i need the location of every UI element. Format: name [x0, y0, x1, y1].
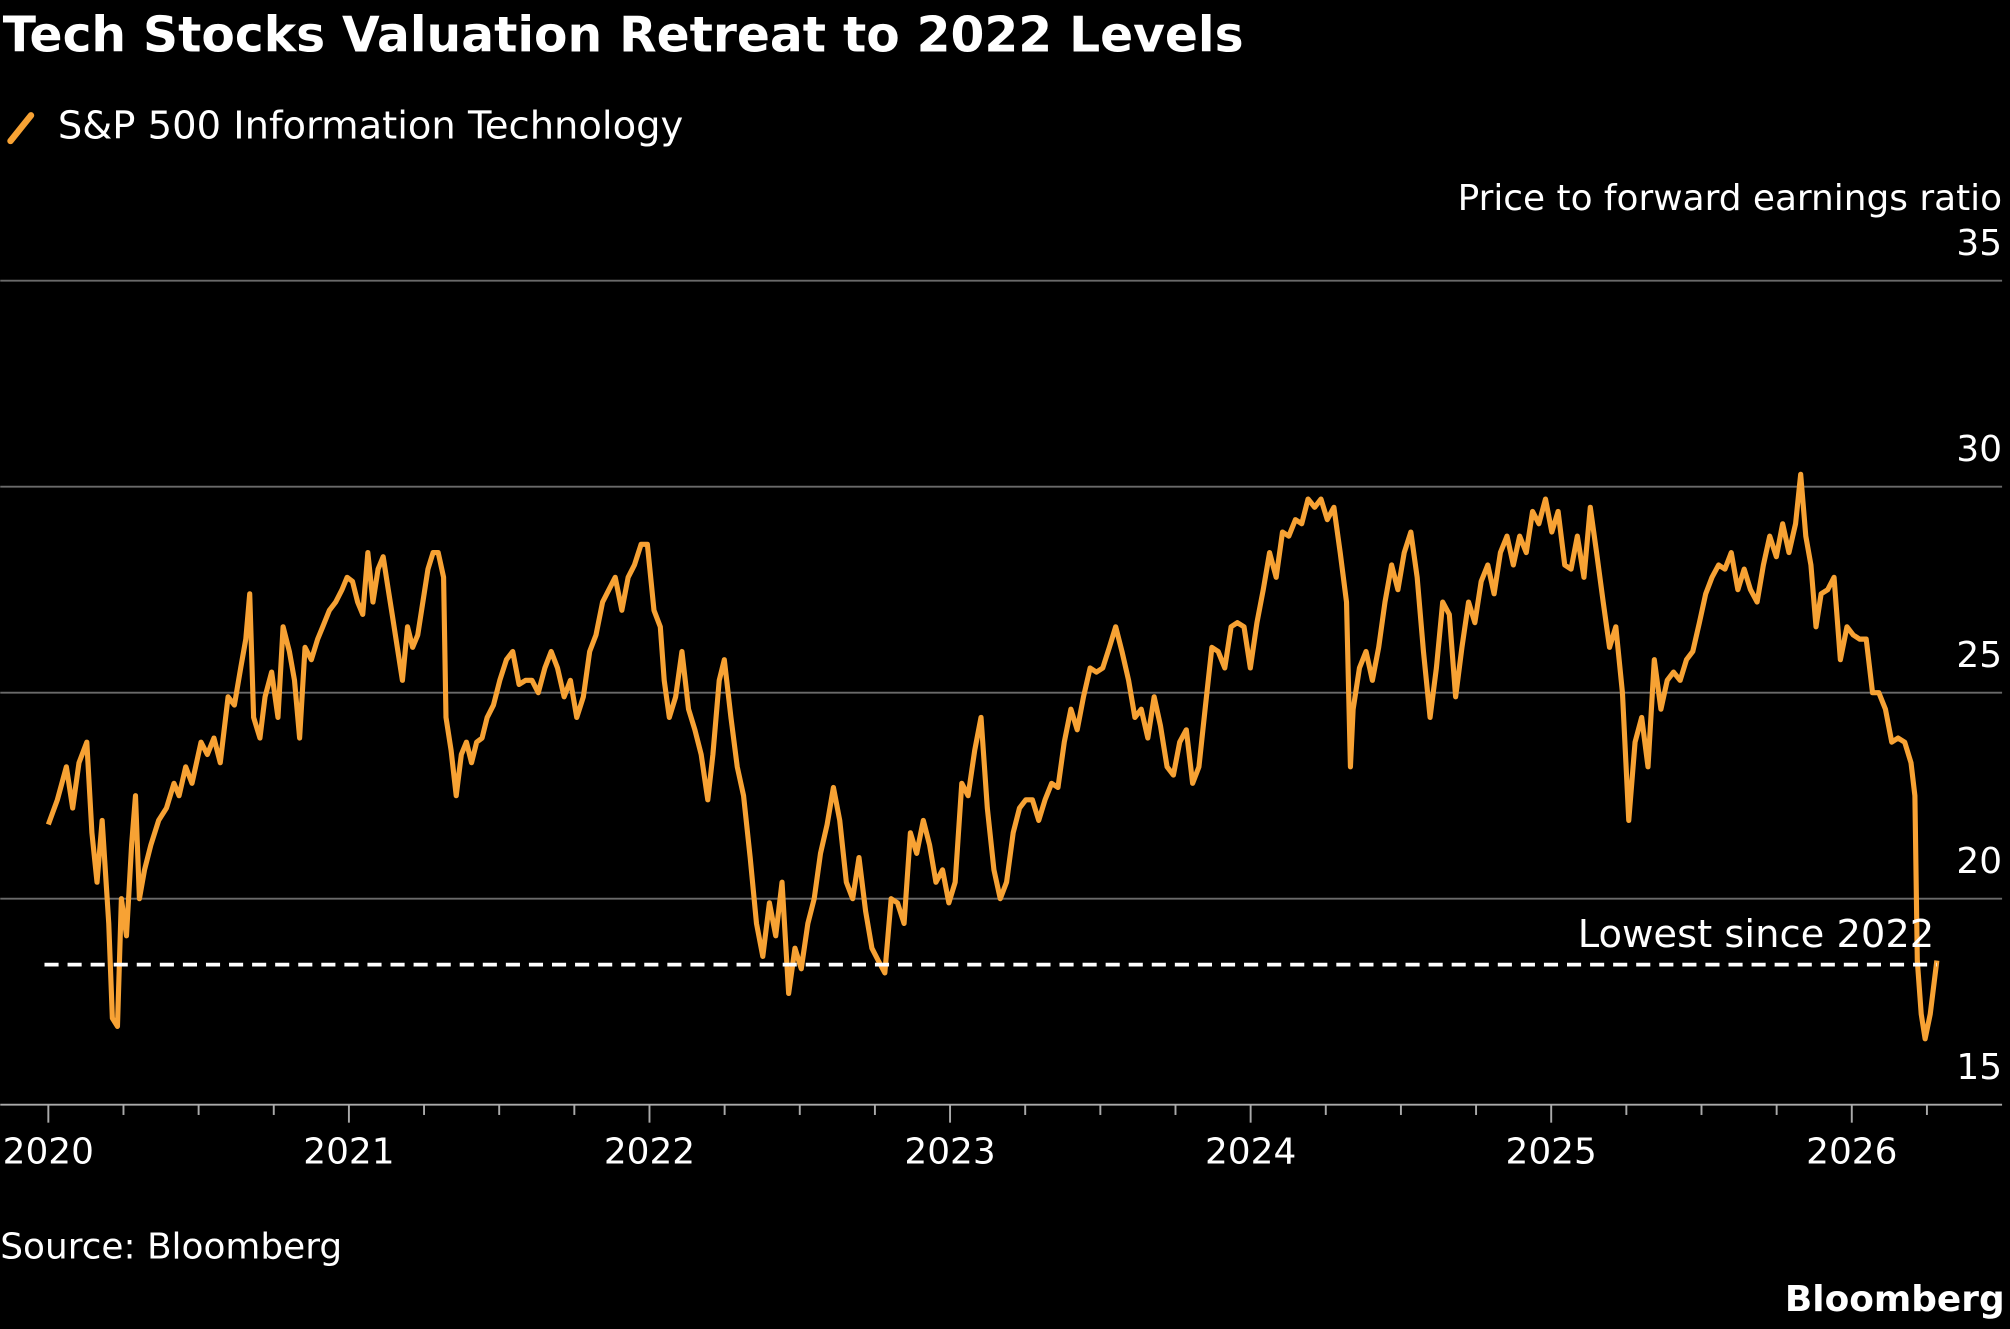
- legend-label: S&P 500 Information Technology: [58, 104, 683, 149]
- source-note: Source: Bloomberg: [0, 1226, 342, 1267]
- legend-swatch: [7, 112, 35, 145]
- x-tick-label: 2025: [1506, 1131, 1597, 1172]
- y-tick-label: 30: [1956, 429, 2002, 470]
- x-tick-label: 2023: [904, 1131, 995, 1172]
- x-tick-label: 2020: [3, 1131, 94, 1172]
- reference-label: Lowest since 2022: [1578, 912, 1935, 957]
- data-line: [45, 471, 1940, 1042]
- x-tick-label: 2024: [1205, 1131, 1296, 1172]
- y-tick-label: 15: [1956, 1047, 2002, 1088]
- x-tick-label: 2022: [604, 1131, 695, 1172]
- branding: Bloomberg: [1785, 1279, 2005, 1320]
- y-tick-label: 20: [1956, 841, 2002, 882]
- x-tick-label: 2026: [1806, 1131, 1897, 1172]
- chart-title: Tech Stocks Valuation Retreat to 2022 Le…: [3, 7, 1244, 63]
- x-tick-label: 2021: [303, 1131, 394, 1172]
- y-tick-label: 35: [1956, 223, 2002, 264]
- y-axis-label: Price to forward earnings ratio: [1458, 178, 2002, 219]
- y-tick-label: 25: [1956, 635, 2002, 676]
